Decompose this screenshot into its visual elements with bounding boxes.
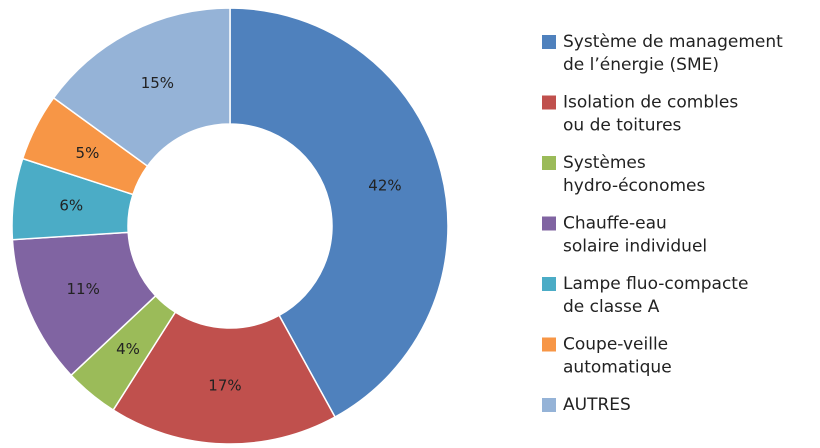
- legend-swatch: [542, 337, 556, 352]
- slice-label: 42%: [368, 177, 401, 195]
- slice: [229, 7, 449, 419]
- legend-swatch: [542, 277, 556, 291]
- legend-label: Lampe fluo-compacte: [563, 274, 748, 294]
- legend-label: de classe A: [563, 297, 660, 317]
- legend-label: Isolation de combles: [563, 93, 738, 113]
- legend-swatch: [542, 35, 556, 49]
- slice-label: 15%: [141, 74, 174, 92]
- slice-label: 6%: [59, 196, 83, 214]
- legend-swatch: [542, 216, 556, 231]
- legend-label: Coupe-veille: [563, 335, 668, 355]
- legend-label: Système de management: [563, 32, 783, 52]
- legend-label: Systèmes: [563, 153, 646, 173]
- slice-label: 5%: [76, 144, 100, 162]
- legend-label: automatique: [563, 358, 672, 378]
- legend-label: hydro-économes: [563, 176, 705, 196]
- legend-swatch: [542, 156, 556, 170]
- legend-label: ou de toitures: [563, 116, 682, 136]
- slice-label: 17%: [208, 376, 241, 394]
- legend-label: Chauffe-eau: [563, 214, 667, 234]
- slice: [52, 7, 231, 168]
- legend-label: AUTRES: [563, 395, 631, 415]
- slice-label: 4%: [116, 340, 140, 358]
- slice-label: 11%: [66, 280, 99, 298]
- legend-swatch: [542, 95, 556, 110]
- legend-label: solaire individuel: [563, 237, 707, 257]
- legend-swatch: [542, 398, 556, 412]
- legend-label: de l’énergie (SME): [563, 55, 719, 75]
- slice: [112, 311, 337, 445]
